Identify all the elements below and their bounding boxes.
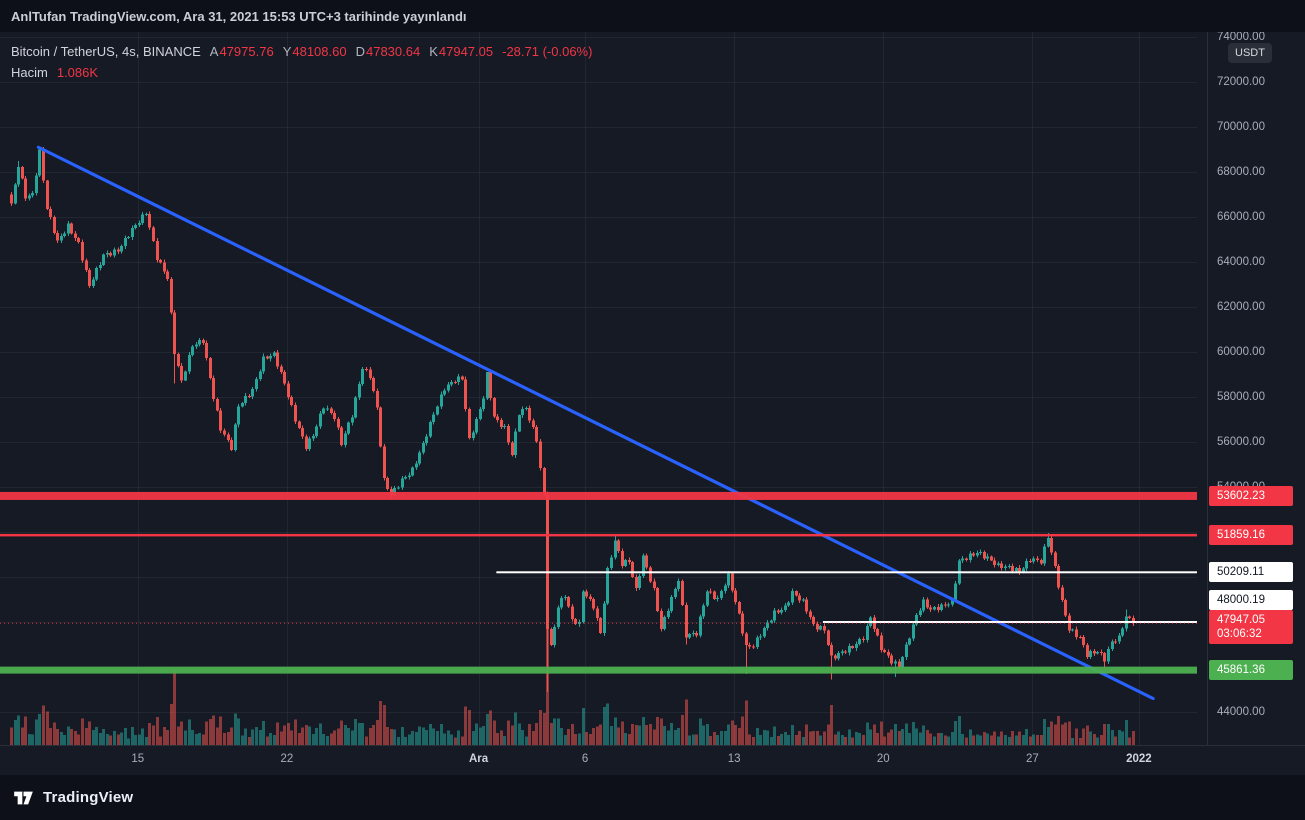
time-tick-label: 6 xyxy=(581,753,589,765)
level-price-label: 53602.23 xyxy=(1209,485,1293,506)
low-label: D xyxy=(355,44,365,59)
level-price-label: 48000.19 xyxy=(1209,589,1293,610)
symbol-title: Bitcoin / TetherUS, 4s, BINANCE xyxy=(11,44,201,59)
time-tick-label: 27 xyxy=(1025,753,1039,765)
price-tick-label: 66000.00 xyxy=(1217,211,1265,223)
descending-trendline[interactable] xyxy=(36,145,1155,701)
currency-toggle-button[interactable]: USDT xyxy=(1228,43,1272,63)
tradingview-logo-icon[interactable] xyxy=(13,789,34,807)
price-tick-label: 70000.00 xyxy=(1217,121,1265,133)
time-tick-label: 13 xyxy=(727,753,741,765)
price-level-line[interactable] xyxy=(0,533,1197,537)
price-level-line[interactable] xyxy=(0,491,1197,500)
volume-value: 1.086K xyxy=(56,65,99,80)
price-tick-label: 56000.00 xyxy=(1217,436,1265,448)
level-price-label: 50209.11 xyxy=(1209,562,1293,583)
current-price-label: 47947.05 03:06:32 xyxy=(1209,610,1293,645)
current-price-value: 47947.05 xyxy=(1217,614,1265,627)
close-value: 47947.05 xyxy=(438,44,494,59)
change-value: -28.71 (-0.06%) xyxy=(502,44,593,59)
legend-main-row: Bitcoin / TetherUS, 4s, BINANCE A47975.7… xyxy=(11,44,592,59)
price-tick-label: 44000.00 xyxy=(1217,706,1265,718)
level-price-label: 45861.36 xyxy=(1209,660,1293,681)
high-label: Y xyxy=(282,44,292,59)
time-tick-label: 22 xyxy=(280,753,294,765)
price-tick-label: 62000.00 xyxy=(1217,301,1265,313)
price-tick-label: 60000.00 xyxy=(1217,346,1265,358)
time-tick-label: Ara xyxy=(469,753,489,765)
open-value: 47975.76 xyxy=(219,44,274,59)
close-pair: K47947.05 xyxy=(429,44,493,59)
tradingview-brand-text[interactable]: TradingView xyxy=(43,789,134,806)
open-pair: A47975.76 xyxy=(210,44,274,59)
open-label: A xyxy=(209,44,219,59)
price-tick-label: 68000.00 xyxy=(1217,166,1265,178)
symbol-legend: Bitcoin / TetherUS, 4s, BINANCE A47975.7… xyxy=(11,44,592,86)
publish-info-text: AnlTufan TradingView.com, Ara 31, 2021 1… xyxy=(11,8,467,24)
price-tick-label: 58000.00 xyxy=(1217,391,1265,403)
time-tick-label: 15 xyxy=(131,753,145,765)
time-tick-label: 20 xyxy=(876,753,890,765)
close-label: K xyxy=(429,44,438,59)
level-price-label: 51859.16 xyxy=(1209,525,1293,546)
price-level-line[interactable] xyxy=(822,620,1197,623)
price-axis[interactable]: USDT 74000.00 72000.00 70000.00 68000.00 660… xyxy=(1207,31,1305,745)
price-level-line[interactable] xyxy=(496,571,1198,574)
bar-close-countdown: 03:06:32 xyxy=(1217,628,1262,641)
price-level-line[interactable] xyxy=(0,666,1197,674)
publish-info-bar: AnlTufan TradingView.com, Ara 31, 2021 1… xyxy=(0,0,1305,32)
time-tick-label: 2022 xyxy=(1126,753,1152,765)
high-value: 48108.60 xyxy=(292,44,347,59)
grid-lines xyxy=(0,32,1197,745)
chart-canvas[interactable]: Bitcoin / TetherUS, 4s, BINANCE A47975.7… xyxy=(0,32,1207,745)
volume-label: Hacim xyxy=(11,65,48,80)
price-tick-label: 74000.00 xyxy=(1217,31,1265,43)
low-pair: D47830.64 xyxy=(356,44,421,59)
price-tick-label: 72000.00 xyxy=(1217,76,1265,88)
candles xyxy=(10,146,1135,692)
footer-bar: TradingView xyxy=(0,775,1305,820)
time-axis[interactable]: 15 22 Ara 6 13 20 27 2022 xyxy=(0,745,1305,776)
high-pair: Y48108.60 xyxy=(283,44,347,59)
legend-volume-row: Hacim 1.086K xyxy=(11,65,592,80)
price-tick-label: 64000.00 xyxy=(1217,256,1265,268)
low-value: 47830.64 xyxy=(365,44,421,59)
candlestick-chart[interactable] xyxy=(0,32,1207,745)
